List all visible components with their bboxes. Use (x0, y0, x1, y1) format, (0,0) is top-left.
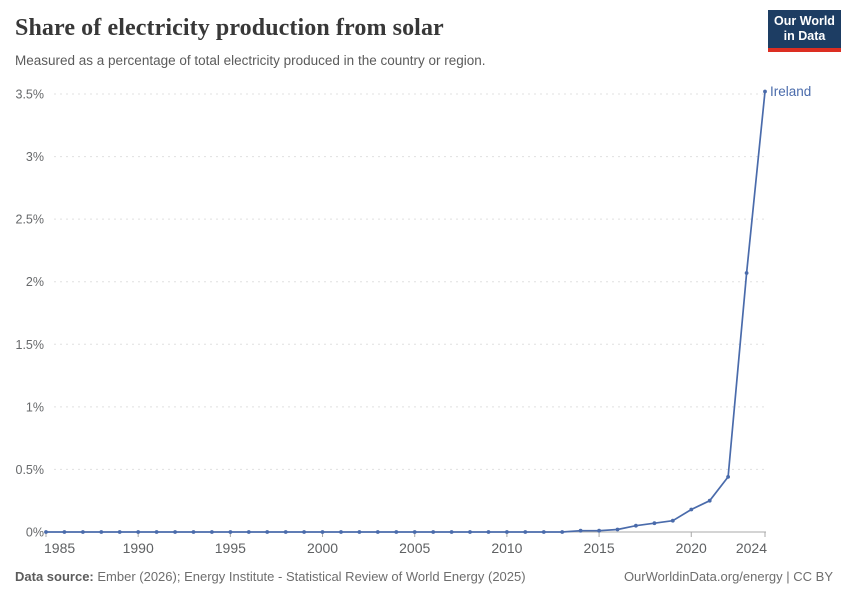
data-point[interactable] (283, 530, 288, 534)
line-chart[interactable]: 0% 0.5% 1% 1.5% 2% 2.5% 3% 3.5% 1985 1990 1995 2000… (0, 78, 850, 560)
data-point[interactable] (320, 530, 325, 534)
x-axis-tick-label: 2020 (676, 540, 707, 556)
x-axis-tick-label: 2010 (491, 540, 522, 556)
y-axis-tick-label: 0% (26, 526, 44, 540)
data-point[interactable] (44, 530, 48, 534)
x-axis-tick-label: 1995 (215, 540, 246, 556)
y-axis-tick-label: 0.5% (16, 463, 45, 477)
logo-line-2: in Data (783, 29, 826, 43)
y-axis-tick-label: 2.5% (16, 213, 45, 227)
data-point[interactable] (486, 530, 491, 534)
y-axis-tick-label: 3.5% (16, 88, 45, 102)
data-point[interactable] (634, 523, 638, 528)
data-point[interactable] (449, 530, 454, 534)
data-point[interactable] (173, 530, 178, 534)
data-point[interactable] (210, 530, 214, 534)
chart-subtitle: Measured as a percentage of total electr… (15, 53, 486, 68)
data-point[interactable] (81, 530, 85, 534)
data-point[interactable] (541, 530, 546, 534)
data-point[interactable] (670, 518, 675, 523)
y-axis-tick-label: 1.5% (16, 338, 45, 352)
data-point[interactable] (375, 530, 380, 534)
data-point[interactable] (615, 527, 620, 532)
data-point[interactable] (468, 530, 472, 534)
series-line[interactable] (45, 90, 766, 533)
data-source-text: Ember (2026); Energy Institute - Statist… (93, 569, 526, 584)
page-title: Share of electricity production from sol… (15, 15, 444, 41)
data-point[interactable] (265, 530, 270, 534)
data-point[interactable] (302, 530, 306, 534)
data-point[interactable] (597, 528, 601, 533)
data-point[interactable] (744, 271, 749, 275)
y-axis-tick-label: 3% (26, 150, 44, 164)
owid-logo[interactable]: Our World in Data (768, 10, 841, 52)
x-axis-tick-label: 1985 (44, 540, 75, 556)
data-point[interactable] (357, 530, 362, 534)
data-point[interactable] (431, 530, 436, 534)
x-axis-tick-label: 2015 (583, 540, 614, 556)
data-point[interactable] (523, 530, 528, 534)
data-point[interactable] (339, 530, 343, 534)
series-end-label[interactable]: Ireland (770, 84, 811, 99)
logo-line-1: Our World (774, 14, 835, 28)
data-point[interactable] (99, 530, 104, 534)
x-axis-tick-label: 2024 (736, 540, 767, 556)
x-axis-tick-label: 2000 (307, 540, 338, 556)
data-point[interactable] (763, 89, 767, 94)
data-point[interactable] (652, 521, 657, 526)
x-axis-tick-label: 1990 (123, 540, 154, 556)
license-link[interactable]: OurWorldinData.org/energy | CC BY (623, 569, 833, 584)
data-point[interactable] (62, 530, 67, 534)
data-point[interactable] (154, 530, 159, 534)
y-axis-tick-label: 1% (26, 400, 44, 414)
data-point[interactable] (246, 530, 251, 534)
data-point[interactable] (578, 528, 583, 533)
data-point[interactable] (412, 530, 417, 534)
data-point[interactable] (689, 507, 694, 512)
data-source-note: Data source: Ember (2026); Energy Instit… (15, 569, 526, 584)
data-point[interactable] (726, 475, 730, 479)
data-point[interactable] (136, 530, 141, 534)
data-source-label: Data source: (15, 569, 94, 584)
data-point[interactable] (117, 530, 122, 534)
data-point[interactable] (228, 530, 233, 534)
data-point[interactable] (560, 530, 565, 534)
x-axis-tick-label: 2005 (399, 540, 430, 556)
chart-footer: Data source: Ember (2026); Energy Instit… (15, 569, 833, 584)
data-point[interactable] (191, 530, 196, 534)
y-axis-tick-label: 2% (26, 275, 44, 289)
data-point[interactable] (707, 498, 712, 503)
data-point[interactable] (505, 530, 509, 534)
data-point[interactable] (394, 530, 399, 534)
